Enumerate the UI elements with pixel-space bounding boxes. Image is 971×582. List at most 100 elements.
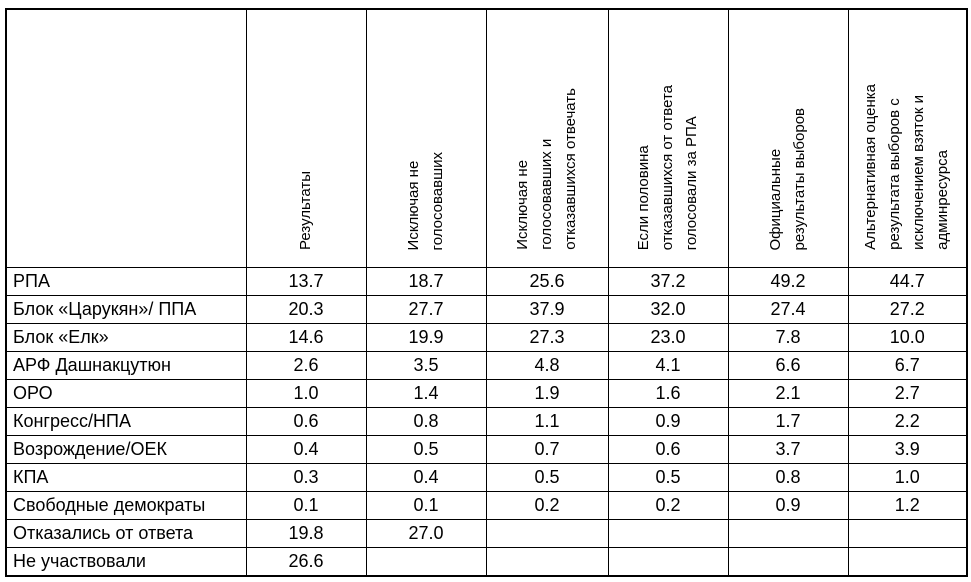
cell-value: 27.2 [847,295,968,324]
cell-value: 20.3 [245,295,367,324]
cell-value: 27.3 [485,323,609,352]
row-label: Не участвовали [5,547,247,577]
cell-value: 4.1 [607,351,729,380]
cell-value: 0.3 [245,463,367,492]
cell-value: 1.4 [365,379,487,408]
table-row: Блок «Елк» 14.6 19.9 27.3 23.0 7.8 10.0 [5,323,968,352]
cell-value: 1.9 [485,379,609,408]
cell-value: 0.5 [485,463,609,492]
column-header-text: Исключая не голосовавших [405,151,446,250]
column-header-4: Официальные результаты выборов [727,8,849,268]
cell-value: 7.8 [727,323,849,352]
table-row: Отказались от ответа 19.8 27.0 [5,519,968,548]
cell-value: 27.0 [365,519,487,548]
row-label: Свободные демократы [5,491,247,520]
table-row: РПА 13.7 18.7 25.6 37.2 49.2 44.7 [5,267,968,296]
cell-value: 2.2 [847,407,968,436]
cell-value: 37.2 [607,267,729,296]
cell-value: 19.8 [245,519,367,548]
row-label: Отказались от ответа [5,519,247,548]
column-header-2: Исключая не голосовавших и отказавшихся … [485,8,609,268]
column-header-text: Альтернативная оценка результата выборов… [862,84,952,250]
row-label: Конгресс/НПА [5,407,247,436]
row-label: КПА [5,463,247,492]
cell-value: 13.7 [245,267,367,296]
row-label: ОРО [5,379,247,408]
cell-value: 0.4 [245,435,367,464]
cell-value: 2.6 [245,351,367,380]
cell-value: 3.9 [847,435,968,464]
cell-value: 0.9 [727,491,849,520]
cell-value [607,547,729,577]
cell-value: 27.4 [727,295,849,324]
column-header-0: Результаты [245,8,367,268]
row-label: Возрождение/ОЕК [5,435,247,464]
row-label: Блок «Елк» [5,323,247,352]
cell-value: 26.6 [245,547,367,577]
cell-value: 3.5 [365,351,487,380]
table-row: Блок «Царукян»/ ППА 20.3 27.7 37.9 32.0 27.4 2… [5,295,968,324]
cell-value: 0.1 [245,491,367,520]
row-label: АРФ Дашнакцутюн [5,351,247,380]
cell-value: 2.1 [727,379,849,408]
cell-value: 0.6 [245,407,367,436]
table-row: КПА 0.3 0.4 0.5 0.5 0.8 1.0 [5,463,968,492]
cell-value [727,547,849,577]
cell-value: 32.0 [607,295,729,324]
table-header: Результаты Исключая не голосовавших Исключ… [5,8,968,268]
header-row: Результаты Исключая не голосовавших Исключ… [5,8,968,268]
column-header-1: Исключая не голосовавших [365,8,487,268]
column-header-text: Официальные результаты выборов [767,107,808,251]
cell-value: 14.6 [245,323,367,352]
cell-value: 37.9 [485,295,609,324]
table-body: РПА 13.7 18.7 25.6 37.2 49.2 44.7 Блок «Царукян… [5,267,968,577]
cell-value: 2.7 [847,379,968,408]
cell-value: 0.5 [365,435,487,464]
cell-value: 1.0 [847,463,968,492]
cell-value: 0.6 [607,435,729,464]
table-row: Свободные демократы 0.1 0.1 0.2 0.2 0.9 1.2 [5,491,968,520]
cell-value: 44.7 [847,267,968,296]
table-row: ОРО 1.0 1.4 1.9 1.6 2.1 2.7 [5,379,968,408]
cell-value: 19.9 [365,323,487,352]
table-row: Конгресс/НПА 0.6 0.8 1.1 0.9 1.7 2.2 [5,407,968,436]
column-header-3: Если половина отказавшихся от ответа гол… [607,8,729,268]
column-header-5: Альтернативная оценка результата выборов… [847,8,968,268]
cell-value: 0.5 [607,463,729,492]
row-label: РПА [5,267,247,296]
table-row: Возрождение/ОЕК 0.4 0.5 0.7 0.6 3.7 3.9 [5,435,968,464]
cell-value [485,547,609,577]
cell-value: 6.7 [847,351,968,380]
cell-value [485,519,609,548]
cell-value: 27.7 [365,295,487,324]
cell-value: 6.6 [727,351,849,380]
cell-value: 0.8 [365,407,487,436]
cell-value: 1.1 [485,407,609,436]
column-header-text: Если половина отказавшихся от ответа гол… [635,84,700,250]
column-header-text: Исключая не голосовавших и отказавшихся … [514,88,579,250]
corner-cell [5,8,247,268]
row-label: Блок «Царукян»/ ППА [5,295,247,324]
table-row: Не участвовали 26.6 [5,547,968,577]
cell-value [847,547,968,577]
cell-value: 0.1 [365,491,487,520]
cell-value: 1.2 [847,491,968,520]
results-table: Результаты Исключая не голосовавших Исключ… [5,8,968,577]
cell-value: 23.0 [607,323,729,352]
cell-value [727,519,849,548]
cell-value: 0.7 [485,435,609,464]
cell-value: 0.4 [365,463,487,492]
cell-value: 1.6 [607,379,729,408]
table-row: АРФ Дашнакцутюн 2.6 3.5 4.8 4.1 6.6 6.7 [5,351,968,380]
cell-value: 4.8 [485,351,609,380]
cell-value: 0.2 [485,491,609,520]
cell-value: 25.6 [485,267,609,296]
cell-value: 49.2 [727,267,849,296]
cell-value: 3.7 [727,435,849,464]
cell-value: 0.9 [607,407,729,436]
cell-value: 18.7 [365,267,487,296]
cell-value [607,519,729,548]
column-header-text: Результаты [297,171,314,250]
cell-value: 0.2 [607,491,729,520]
